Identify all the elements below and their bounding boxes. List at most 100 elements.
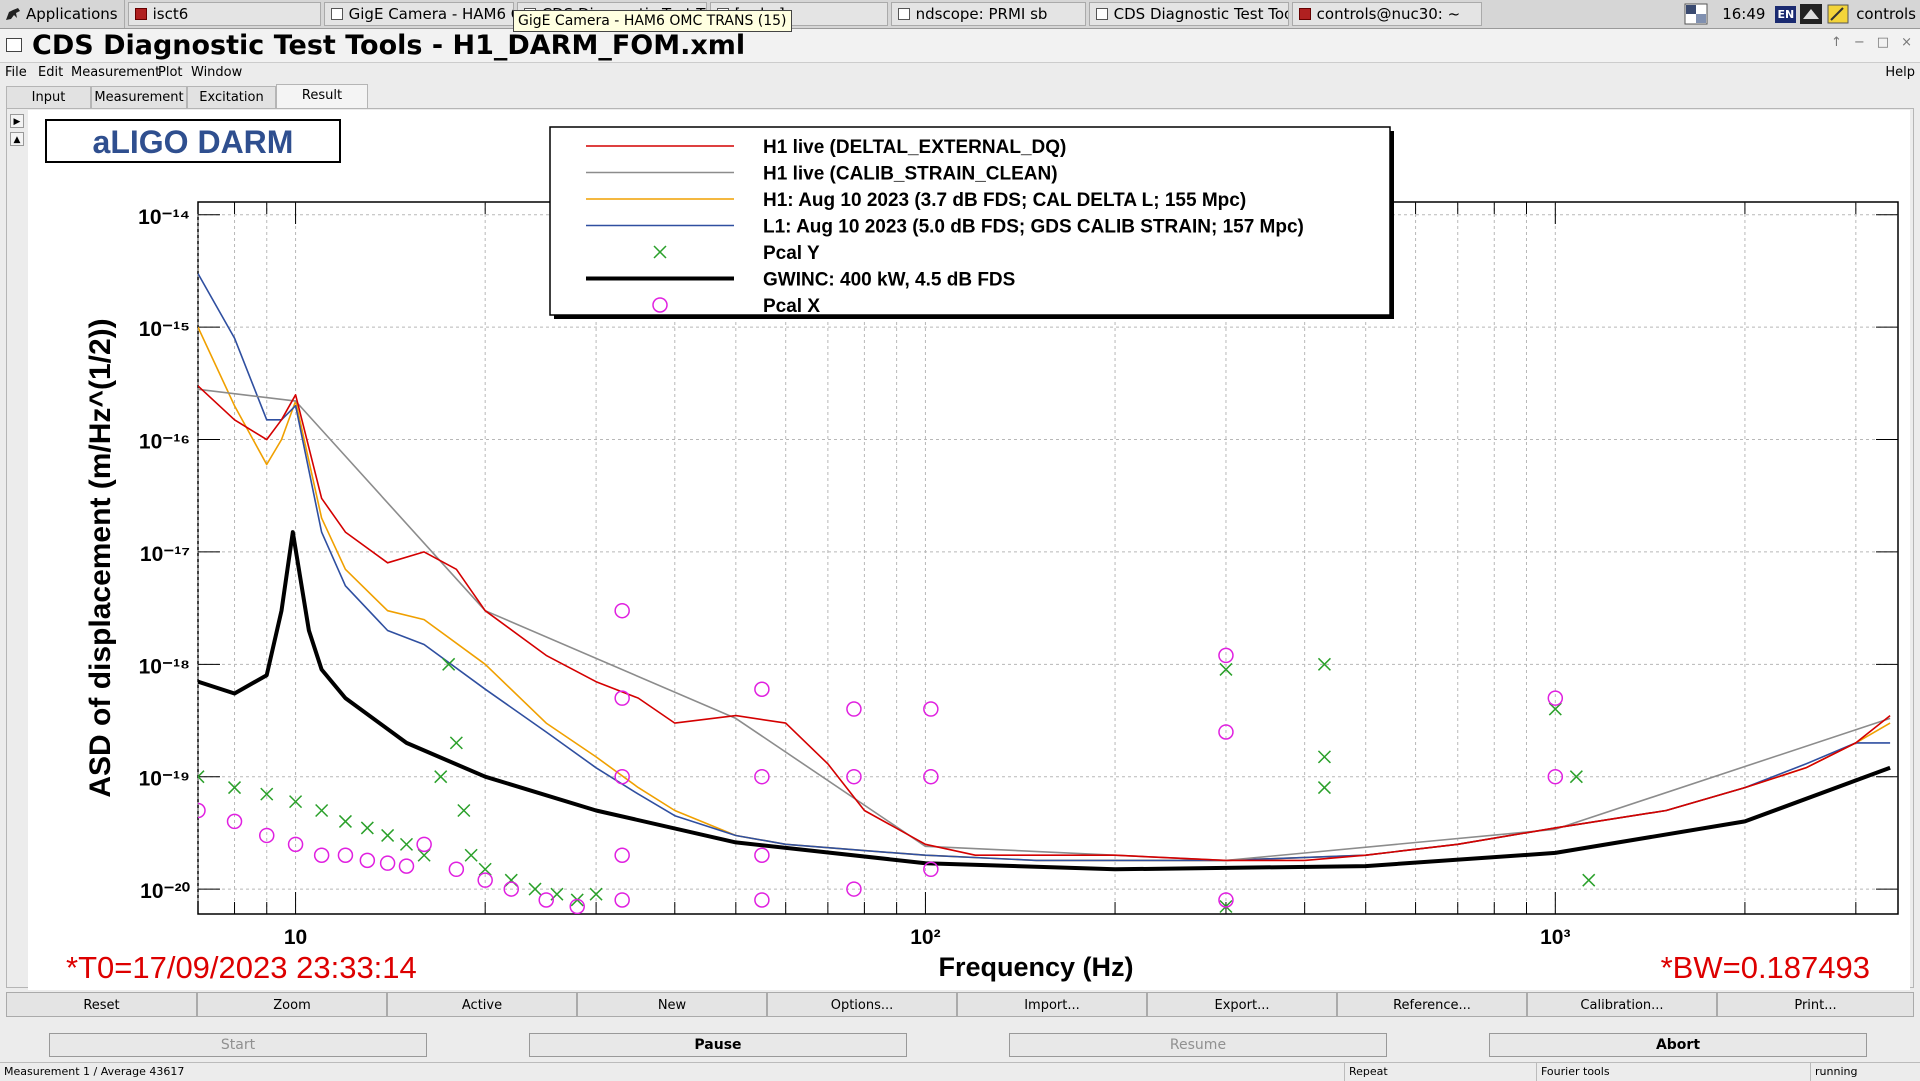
series-pcal-y-point	[457, 803, 471, 818]
window-icon	[330, 8, 343, 20]
series-pcal-y-point	[434, 770, 448, 784]
menu-help[interactable]: Help	[1885, 65, 1915, 80]
window-icon	[1095, 8, 1108, 20]
applications-menu-button[interactable]: Applications	[0, 0, 125, 28]
status-tool: Fourier tools	[1536, 1063, 1810, 1081]
clock[interactable]: 16:49	[1722, 5, 1766, 23]
menu-bar: File Edit Measurement Plot Window Help	[0, 63, 1920, 83]
y-tick-label: 10⁻¹⁶	[139, 431, 190, 454]
series-pcal-x-point	[226, 813, 243, 830]
series-pcal-x-point	[754, 768, 770, 785]
tab-excitation[interactable]: Excitation	[187, 86, 276, 108]
series-pcal-x-point	[754, 892, 770, 908]
window-shade-button[interactable]: ↑	[1830, 35, 1842, 50]
options-button[interactable]: Options...	[767, 992, 957, 1017]
terminal-icon	[134, 8, 147, 20]
series-pcal-x-point	[923, 861, 939, 878]
export-button[interactable]: Export...	[1147, 992, 1337, 1017]
task-cds-diagnostic-2[interactable]: CDS Diagnostic Test Too...	[1088, 2, 1289, 26]
y-tick-label: 10⁻¹⁵	[139, 318, 190, 341]
series-pcal-x-point	[1218, 647, 1234, 664]
series-pcal-x-point	[569, 898, 585, 914]
window-minimize-button[interactable]: −	[1853, 35, 1865, 50]
window-close-button[interactable]: ×	[1901, 35, 1912, 50]
reset-button[interactable]: Reset	[6, 992, 197, 1017]
window-title: CDS Diagnostic Test Tools - H1_DARM_FOM.…	[32, 30, 746, 61]
series-pcal-x-point	[1218, 724, 1234, 740]
pause-button[interactable]: Pause	[529, 1033, 907, 1057]
system-tray: 16:49 EN controls	[1681, 0, 1920, 28]
collapse-arrow-icon[interactable]: ▲	[10, 132, 24, 146]
user-name[interactable]: controls	[1856, 5, 1916, 23]
menu-plot[interactable]: Plot	[158, 65, 183, 80]
series-pcal-y-point	[360, 821, 374, 835]
tab-input[interactable]: Input	[6, 86, 91, 108]
x-tick-label: 10²	[910, 926, 940, 949]
series-pcal-y-point	[1317, 781, 1331, 795]
series-pcal-x-point	[614, 602, 630, 619]
status-mode: Repeat	[1344, 1063, 1536, 1081]
task-controls-terminal[interactable]: controls@nuc30: ~	[1291, 2, 1482, 26]
series-pcal-x-point	[313, 847, 330, 863]
legend-h1-live-deltal-external-dq-label: H1 live (DELTAL_EXTERNAL_DQ)	[763, 137, 1066, 158]
calibration-button[interactable]: Calibration...	[1527, 992, 1717, 1017]
plot-logo: aLIGO DARM	[93, 124, 294, 160]
series-pcal-y-point	[1219, 662, 1233, 676]
mouse-logo-icon	[6, 8, 20, 20]
print-button[interactable]: Print...	[1717, 992, 1914, 1017]
network-icon[interactable]	[1799, 3, 1823, 25]
series-pcal-x-point	[846, 701, 862, 717]
reference-button[interactable]: Reference...	[1337, 992, 1527, 1017]
series-pcal-x-point	[416, 836, 432, 853]
series-pcal-x-point	[538, 892, 554, 908]
menu-edit[interactable]: Edit	[38, 65, 64, 80]
series-pcal-y-point	[227, 781, 242, 795]
series-pcal-y-point	[289, 795, 303, 809]
menu-window[interactable]: Window	[191, 65, 243, 80]
x-tick-label: 10³	[1540, 926, 1570, 949]
series-pcal-x-point	[258, 827, 275, 844]
series-pcal-x-point	[614, 768, 630, 785]
expand-arrow-icon[interactable]: ▶	[10, 114, 24, 128]
tab-result[interactable]: Result	[276, 84, 368, 108]
task-isct6[interactable]: isct6	[127, 2, 321, 26]
window-maximize-button[interactable]: □	[1876, 35, 1890, 50]
series-pcal-x-point	[846, 881, 862, 897]
series-gwinc-400-kw-4-5-db-fds	[198, 530, 1891, 872]
y-tick-label: 10⁻²⁰	[140, 880, 190, 903]
menu-measurement[interactable]: Measurement	[71, 65, 161, 80]
task-gige-camera[interactable]: GigE Camera - HAM6 O...	[323, 2, 514, 26]
y-axis-label: ASD of displacement (m/Hz^(1/2))	[84, 318, 117, 797]
window-icon	[897, 8, 910, 20]
abort-button[interactable]: Abort	[1489, 1033, 1867, 1057]
series-pcal-x-point	[923, 701, 939, 717]
import-button[interactable]: Import...	[957, 992, 1147, 1017]
legend-gwinc-400-kw-4-5-db-fds-label: GWINC: 400 kW, 4.5 dB FDS	[763, 270, 1015, 291]
series-pcal-x-point	[448, 861, 465, 878]
menu-file[interactable]: File	[5, 65, 27, 80]
series-pcal-x-point	[359, 852, 376, 869]
active-button[interactable]: Active	[387, 992, 577, 1017]
series-pcal-y-point	[478, 862, 492, 876]
notes-icon[interactable]	[1826, 3, 1850, 25]
resume-button[interactable]: Resume	[1009, 1033, 1387, 1057]
series-h1-live-deltal-external-dq	[198, 385, 1891, 862]
start-button[interactable]: Start	[49, 1033, 427, 1057]
darm-plot[interactable]: aLIGO DARM 10⁻²⁰ 10⁻¹⁹ 10⁻¹⁸ 10⁻¹⁷ 10⁻¹⁶ 10⁻¹…	[28, 110, 1910, 990]
tab-measurement[interactable]: Measurement	[91, 86, 187, 108]
legend-pcal-y-label: Pcal Y	[763, 243, 820, 264]
y-tick-label: 10⁻¹⁸	[139, 655, 190, 678]
series-pcal-x-point	[614, 892, 630, 908]
series-pcal-y-point	[528, 882, 542, 896]
terminal-icon	[1298, 8, 1311, 20]
zoom-button[interactable]: Zoom	[197, 992, 387, 1017]
keyboard-layout-indicator[interactable]: EN	[1775, 5, 1797, 23]
window-titlebar[interactable]: CDS Diagnostic Test Tools - H1_DARM_FOM.…	[0, 29, 1920, 63]
series-pcal-y-point	[315, 803, 329, 818]
new-button[interactable]: New	[577, 992, 767, 1017]
series-pcal-x-point	[614, 847, 630, 863]
series-pcal-x-point	[398, 858, 415, 874]
series-pcal-y-point	[464, 848, 478, 862]
workspace-switcher-icon[interactable]	[1684, 3, 1708, 25]
task-ndscope[interactable]: ndscope: PRMI sb	[890, 2, 1086, 26]
